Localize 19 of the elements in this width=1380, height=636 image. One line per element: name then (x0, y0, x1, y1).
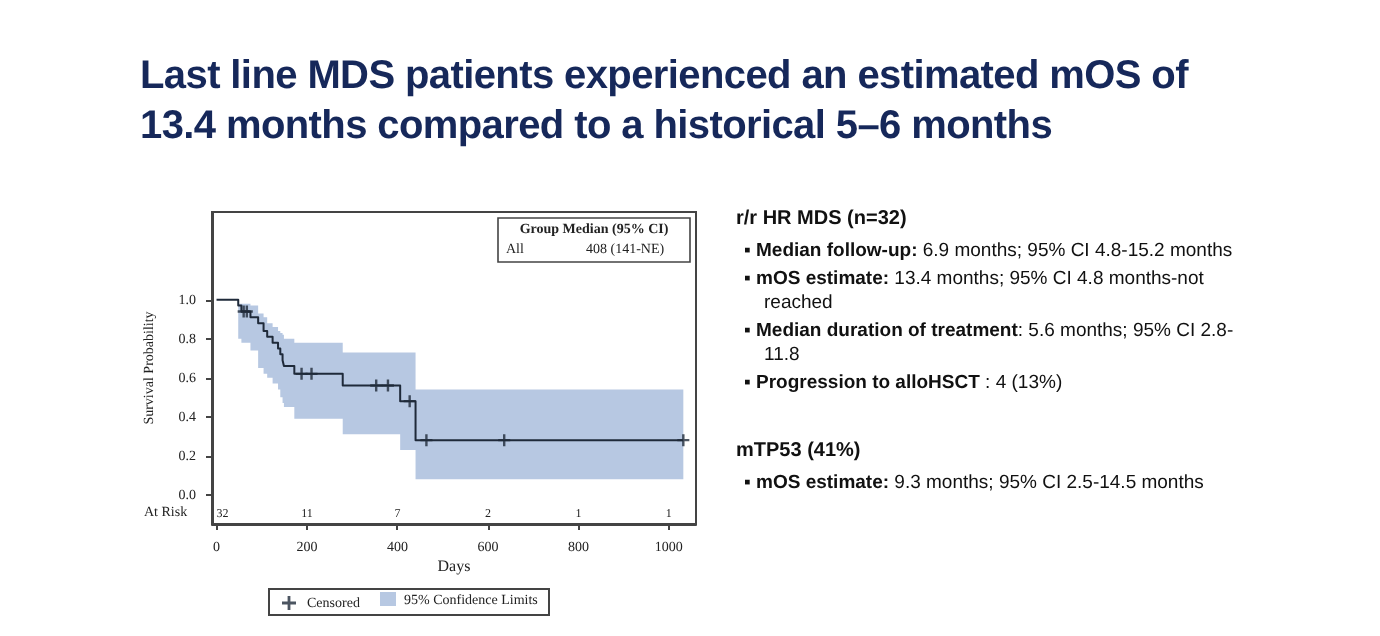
point (403, 395, 416, 408)
point (420, 434, 433, 447)
text: 9.3 months; 95% CI 2.5-14.5 months (894, 472, 1204, 494)
text: mTP53 (41%) (736, 440, 863, 464)
text: : 4 (13%) (985, 372, 1063, 394)
chart-title: Last line MDS patients experienced an estimated mOS of 13.4 months compared to a historical 5–6 months (140, 52, 1191, 152)
x-axis-title: Days (437, 557, 471, 575)
text: r/r HR MDS (n=32) (736, 208, 909, 232)
text: ▪ Median follow-up: (744, 240, 918, 262)
point (370, 379, 383, 392)
text: ▪ mOS estimate: (744, 472, 890, 494)
point (305, 367, 318, 380)
point (677, 434, 690, 447)
text: ▪ mOS estimate: (744, 268, 890, 290)
text: ▪ Median duration of treatment (744, 320, 1018, 342)
point (295, 367, 308, 380)
point (381, 379, 394, 392)
text: 6.9 months; 95% CI 4.8-15.2 months (922, 240, 1233, 262)
text: ▪ Progression to alloHSCT (744, 372, 980, 394)
